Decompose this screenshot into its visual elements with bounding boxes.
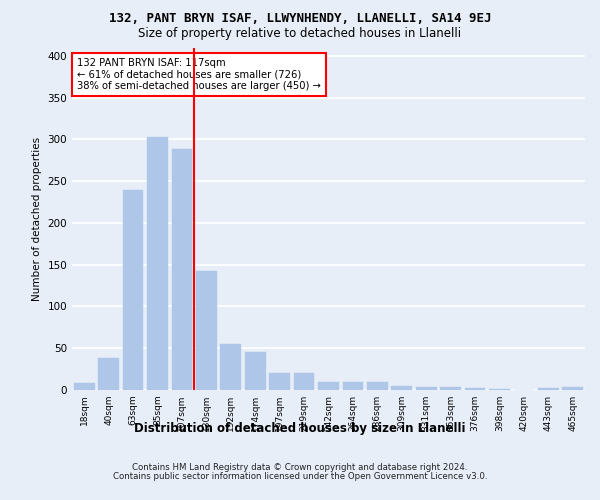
Bar [343, 382, 364, 390]
Bar [74, 384, 95, 390]
Bar [122, 190, 143, 390]
Bar [172, 150, 193, 390]
Text: Size of property relative to detached houses in Llanelli: Size of property relative to detached ho… [139, 28, 461, 40]
Bar [538, 388, 559, 390]
Y-axis label: Number of detached properties: Number of detached properties [32, 136, 42, 301]
Bar [269, 374, 290, 390]
Bar [416, 388, 437, 390]
Bar [464, 388, 485, 390]
Bar [440, 388, 461, 390]
Bar [318, 382, 339, 390]
Text: Contains public sector information licensed under the Open Government Licence v3: Contains public sector information licen… [113, 472, 487, 481]
Bar [293, 374, 314, 390]
Bar [220, 344, 241, 390]
Bar [562, 386, 583, 390]
Text: Contains HM Land Registry data © Crown copyright and database right 2024.: Contains HM Land Registry data © Crown c… [132, 464, 468, 472]
Bar [489, 389, 510, 390]
Bar [367, 382, 388, 390]
Bar [98, 358, 119, 390]
Bar [196, 272, 217, 390]
Bar [391, 386, 412, 390]
Text: 132 PANT BRYN ISAF: 117sqm
← 61% of detached houses are smaller (726)
38% of sem: 132 PANT BRYN ISAF: 117sqm ← 61% of deta… [77, 58, 321, 91]
Bar [245, 352, 266, 390]
Bar [147, 137, 168, 390]
Text: 132, PANT BRYN ISAF, LLWYNHENDY, LLANELLI, SA14 9EJ: 132, PANT BRYN ISAF, LLWYNHENDY, LLANELL… [109, 12, 491, 26]
Text: Distribution of detached houses by size in Llanelli: Distribution of detached houses by size … [134, 422, 466, 435]
